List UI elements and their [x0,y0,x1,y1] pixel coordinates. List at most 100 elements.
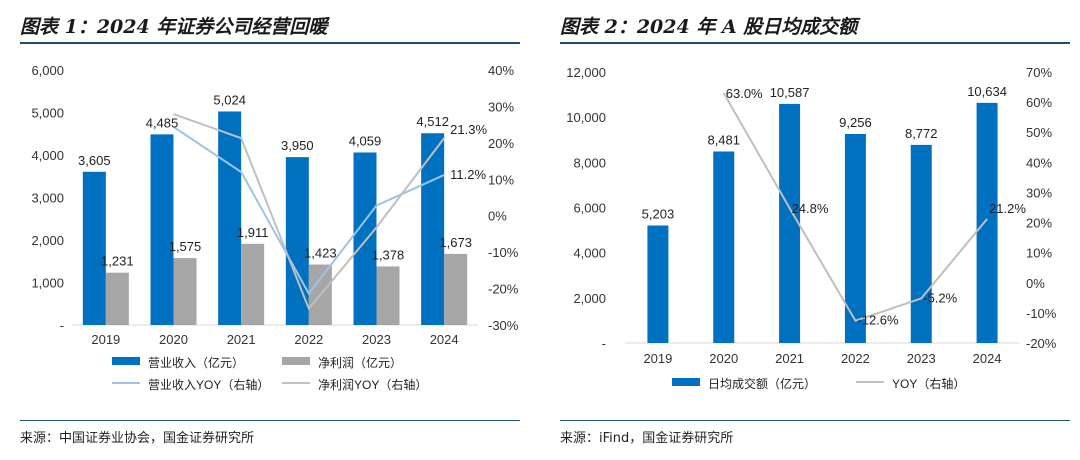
y2-tick-label: 10% [488,172,514,187]
yoy-line-1 [722,92,988,322]
bar-value-label: 1,911 [237,225,269,240]
y-tick-label: 6,000 [573,201,606,216]
y2-tick-label: 70% [1026,65,1052,80]
figure-1-chart: - 1,000 2,000 3,000 4,000 5,000 6,000 -30% -20% -… [31,63,519,392]
bar-value-label: 3,605 [78,153,111,168]
yoy-point-label: 63.0% [726,86,763,101]
bar-secondary [444,253,468,325]
x-tick-label: 2019 [91,332,120,347]
bar-value-label: 8,481 [707,132,740,147]
y2-tick-label: 30% [1026,185,1052,200]
y2-tick-label: -10% [488,245,519,260]
y-tick-label: - [60,318,64,333]
legend-swatch-bar [282,357,310,365]
bar-value-label: 1,378 [372,247,405,262]
y2-tick-label: 60% [1026,95,1052,110]
yoy-point-label: -12.6% [857,313,899,328]
y-tick-label: 10,000 [566,110,606,125]
y2-tick-label: 20% [1026,216,1052,231]
y2-tick-label: -20% [488,282,519,297]
x-tick-label: 2023 [907,351,936,366]
yoy-point-label: 11.2% [450,167,486,182]
y-tick-label: 4,000 [573,246,606,261]
y-tick-label: - [602,336,606,351]
bar-value-label: 4,059 [349,133,382,148]
bar-primary [150,134,174,325]
bar-primary [647,225,669,343]
bar-value-label: 10,587 [770,85,810,100]
bar-value-label: 10,634 [967,84,1007,99]
x-tick-label: 2024 [430,332,459,347]
bar-primary [218,111,242,325]
yoy-point-label: -5.2% [923,290,957,305]
y-tick-label: 1,000 [31,276,64,291]
yoy-line-1 [172,125,445,296]
x-tick-label: 2019 [643,351,672,366]
figure-1-source: 来源：中国证券业协会，国金证券研究所 [20,431,255,446]
bar-value-label: 4,512 [416,114,449,129]
legend-swatch-bar [112,357,140,365]
figure-2-panel: 图表 2：2024 年 A 股日均成交额 - 2,000 4,000 6,000 8,0… [540,0,1080,460]
y2-tick-label: -10% [1026,306,1057,321]
bar-value-label: 5,024 [213,92,246,107]
y2-tick-label: 40% [488,63,514,78]
bar-secondary [241,243,265,325]
bar-primary [353,152,377,325]
x-tick-label: 2023 [362,332,391,347]
bar-primary [976,102,998,343]
bar-primary [713,151,735,343]
y2-tick-label: 50% [1026,125,1052,140]
yoy-point-label: 21.3% [450,122,487,137]
figure-1-bottom-rule [20,420,520,421]
bar-value-label: 1,575 [169,239,202,254]
bar-primary [82,171,106,325]
legend-label: 日均成交额（亿元） [708,376,816,391]
x-tick-label: 2020 [159,332,188,347]
bar-secondary [105,272,129,325]
bar-value-label: 5,203 [642,206,675,221]
bar-primary [779,103,801,343]
figure-2-bottom-rule [560,420,1070,421]
y-tick-label: 2,000 [31,233,64,248]
x-tick-label: 2022 [294,332,323,347]
bar-value-label: 3,950 [281,138,314,153]
yoy-point-label: 21.2% [989,201,1026,216]
y2-tick-label: -20% [1026,336,1057,351]
y-tick-label: 8,000 [573,155,606,170]
yoy-line-2 [173,113,445,311]
y2-tick-label: 20% [488,136,514,151]
figure-1-top-rule [20,42,520,44]
bar-primary [844,133,866,343]
figure-2-title: 图表 2：2024 年 A 股日均成交额 [560,16,858,38]
bar-primary [910,144,932,343]
bar-value-label: 1,231 [101,254,134,269]
x-tick-label: 2020 [709,351,738,366]
y-tick-label: 5,000 [31,106,64,121]
x-tick-label: 2022 [841,351,870,366]
bar-primary [421,133,445,325]
legend-swatch-bar [672,378,700,386]
figure-1-title: 图表 1：2024 年证券公司经营回暖 [20,16,328,38]
legend-label: 营业收入（亿元） [148,355,244,370]
y2-tick-label: 0% [488,209,507,224]
legend-label: 净利润YOY（右轴） [318,377,427,392]
bar-value-label: 1,423 [304,246,337,261]
y2-tick-label: -30% [488,318,519,333]
x-tick-label: 2021 [775,351,804,366]
bar-value-label: 4,485 [146,115,179,130]
bar-value-label: 8,772 [905,126,938,141]
y-tick-label: 3,000 [31,191,64,206]
yoy-point-label: 24.8% [792,201,829,216]
y2-tick-label: 10% [1026,246,1052,261]
bar-secondary [173,258,197,325]
bar-secondary [376,266,400,325]
y-tick-label: 4,000 [31,148,64,163]
y-tick-label: 6,000 [31,63,64,78]
legend-label: 营业收入YOY（右轴） [148,377,269,392]
figure-2-source: 来源：iFind，国金证券研究所 [560,431,734,446]
x-tick-label: 2021 [227,332,256,347]
y-tick-label: 12,000 [566,65,606,80]
y2-tick-label: 30% [488,99,514,114]
y2-tick-label: 40% [1026,155,1052,170]
figure-2-top-rule [560,42,1070,44]
